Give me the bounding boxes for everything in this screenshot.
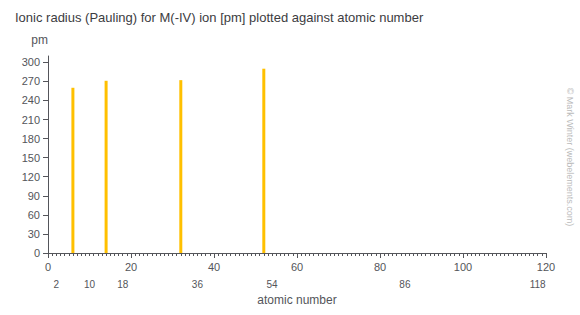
svg-text:36: 36 <box>192 279 204 290</box>
svg-text:270: 270 <box>22 75 40 87</box>
svg-text:60: 60 <box>28 209 40 221</box>
svg-text:60: 60 <box>291 261 303 273</box>
svg-text:240: 240 <box>22 94 40 106</box>
svg-text:10: 10 <box>84 279 96 290</box>
svg-text:Ionic radius (Pauling) for M(-: Ionic radius (Pauling) for M(-IV) ion [p… <box>15 10 424 25</box>
svg-text:90: 90 <box>28 190 40 202</box>
svg-text:86: 86 <box>399 279 411 290</box>
svg-text:180: 180 <box>22 133 40 145</box>
svg-text:100: 100 <box>454 261 472 273</box>
svg-text:18: 18 <box>117 279 129 290</box>
svg-text:300: 300 <box>22 56 40 68</box>
svg-text:210: 210 <box>22 114 40 126</box>
svg-text:© Mark Winter (webelements.com: © Mark Winter (webelements.com) <box>565 88 575 227</box>
svg-text:0: 0 <box>45 261 51 273</box>
svg-text:2: 2 <box>54 279 60 290</box>
svg-text:120: 120 <box>22 171 40 183</box>
svg-text:80: 80 <box>374 261 386 273</box>
svg-text:atomic number: atomic number <box>257 293 336 307</box>
svg-text:54: 54 <box>267 279 279 290</box>
svg-text:20: 20 <box>125 261 137 273</box>
svg-text:150: 150 <box>22 152 40 164</box>
svg-text:0: 0 <box>34 247 40 259</box>
svg-text:120: 120 <box>537 261 555 273</box>
svg-text:30: 30 <box>28 228 40 240</box>
svg-text:pm: pm <box>31 33 48 47</box>
svg-text:118: 118 <box>530 279 546 290</box>
svg-text:40: 40 <box>208 261 220 273</box>
